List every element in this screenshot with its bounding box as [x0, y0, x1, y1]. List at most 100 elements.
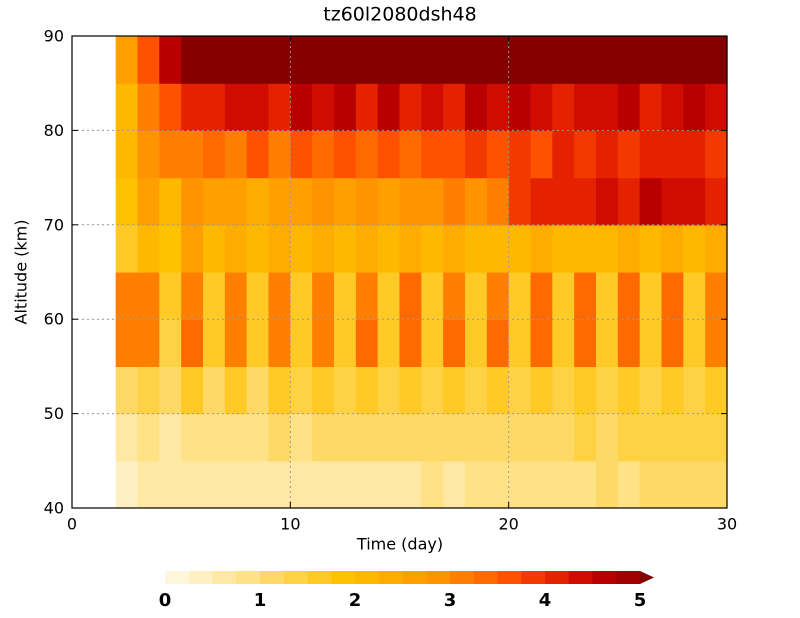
- heat-cell: [355, 413, 379, 462]
- heat-cell: [639, 413, 663, 462]
- heat-cell: [268, 36, 291, 84]
- heat-cell: [137, 366, 160, 415]
- heat-cell: [617, 272, 641, 320]
- heat-cell: [552, 460, 575, 509]
- heat-cell: [443, 83, 466, 131]
- heat-cell: [246, 36, 270, 84]
- heat-cell: [355, 272, 379, 320]
- heat-cell: [639, 460, 663, 509]
- colorbar-box: [521, 571, 546, 584]
- heat-cell: [661, 36, 684, 84]
- heat-cell: [639, 224, 663, 273]
- heat-cell: [159, 130, 182, 179]
- heat-cell: [443, 366, 466, 415]
- heat-cell: [203, 177, 226, 226]
- heat-cell: [421, 83, 444, 131]
- heat-cell: [159, 366, 182, 415]
- heat-cell: [552, 319, 575, 367]
- heat-cell: [181, 83, 204, 131]
- heat-cell: [377, 366, 401, 415]
- heat-cell: [268, 460, 291, 509]
- chart-title: tz60l2080dsh48: [323, 4, 476, 26]
- heat-cell: [596, 272, 619, 320]
- heat-cell: [224, 130, 248, 179]
- heat-cell: [596, 366, 619, 415]
- heat-cell: [421, 224, 444, 273]
- heat-cell: [530, 83, 553, 131]
- heat-cell: [552, 413, 575, 462]
- heat-cell: [334, 272, 357, 320]
- heat-cell: [137, 413, 160, 462]
- heat-cell: [203, 130, 226, 179]
- heat-cell: [181, 413, 204, 462]
- heat-cell: [224, 36, 248, 84]
- heat-cell: [377, 224, 401, 273]
- heat-cell: [246, 272, 270, 320]
- heat-cell: [290, 366, 313, 415]
- heat-cell: [486, 319, 510, 367]
- heat-cell: [290, 83, 313, 131]
- heat-cell: [683, 319, 706, 367]
- heat-cell: [290, 319, 313, 367]
- heat-cell: [115, 460, 139, 509]
- colorbar-box: [402, 571, 427, 584]
- heat-cell: [399, 36, 422, 84]
- colorbar-box: [497, 571, 522, 584]
- heat-cell: [508, 177, 532, 226]
- heat-cell: [399, 224, 422, 273]
- heat-cell: [421, 366, 444, 415]
- heat-cell: [115, 36, 139, 84]
- heat-cell: [355, 177, 379, 226]
- heat-cell: [552, 130, 575, 179]
- heat-cell: [639, 36, 663, 84]
- heat-cell: [137, 36, 160, 84]
- colorbar-box: [307, 571, 332, 584]
- heat-cell: [399, 319, 422, 367]
- heat-cell: [705, 272, 728, 320]
- heat-cell: [530, 272, 553, 320]
- heat-cell: [312, 36, 335, 84]
- colorbar-box: [545, 571, 570, 584]
- colorbar-box: [212, 571, 237, 584]
- heat-cell: [355, 366, 379, 415]
- heat-cell: [705, 460, 728, 509]
- heat-cell: [443, 130, 466, 179]
- colorbar-box: [592, 571, 617, 584]
- heat-cell: [377, 272, 401, 320]
- heat-cell: [246, 83, 270, 131]
- heat-cell: [115, 319, 139, 367]
- heat-cell: [159, 224, 182, 273]
- heat-cell: [159, 36, 182, 84]
- heat-cell: [661, 460, 684, 509]
- heat-cell: [661, 83, 684, 131]
- heat-cell: [661, 413, 684, 462]
- heat-cell: [159, 413, 182, 462]
- heat-cell: [617, 460, 641, 509]
- heat-cell: [639, 130, 663, 179]
- heat-cell: [334, 460, 357, 509]
- heat-cell: [181, 177, 204, 226]
- heat-cell: [181, 130, 204, 179]
- heat-cell: [661, 319, 684, 367]
- heat-cell: [639, 177, 663, 226]
- heat-cell: [203, 460, 226, 509]
- heat-cell: [683, 130, 706, 179]
- heat-cell: [290, 413, 313, 462]
- heat-cell: [159, 460, 182, 509]
- heat-cell: [639, 366, 663, 415]
- heat-cell: [705, 224, 728, 273]
- heat-cell: [203, 366, 226, 415]
- heat-cell: [705, 319, 728, 367]
- colorbar-tick-label: 5: [634, 590, 647, 611]
- heat-cell: [203, 413, 226, 462]
- heat-cell: [268, 366, 291, 415]
- heat-cell: [399, 130, 422, 179]
- heat-cell: [355, 83, 379, 131]
- heat-cell: [246, 460, 270, 509]
- heat-cell: [203, 319, 226, 367]
- heat-cell: [552, 224, 575, 273]
- heat-cell: [246, 413, 270, 462]
- heat-cell: [465, 36, 488, 84]
- heat-cell: [508, 130, 532, 179]
